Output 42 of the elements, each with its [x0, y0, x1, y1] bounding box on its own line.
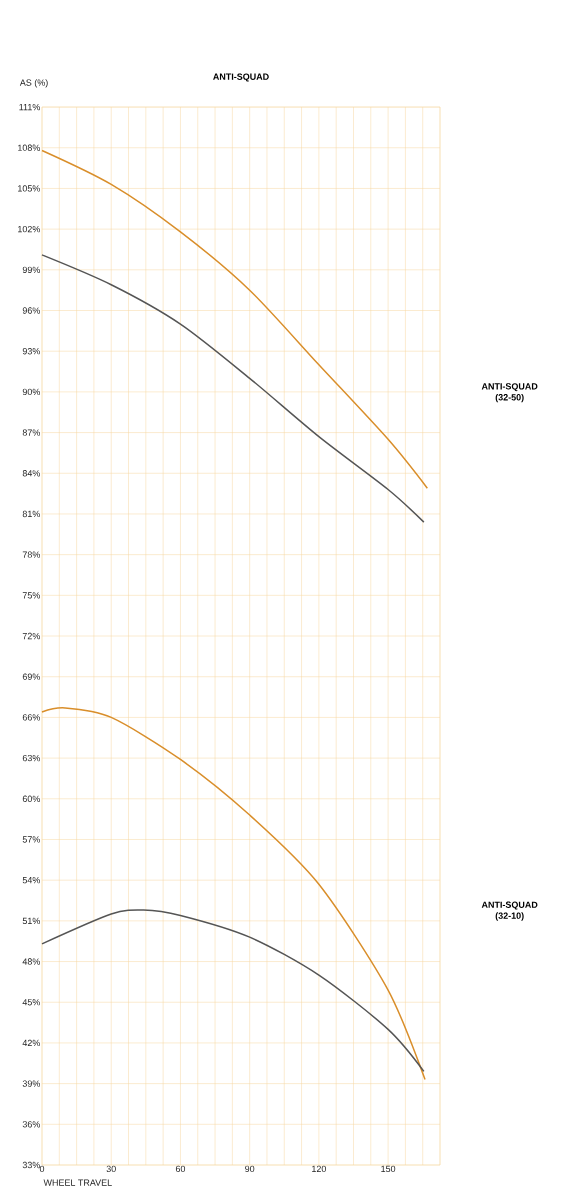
y-tick-label: 69% — [22, 673, 40, 680]
y-tick-label: 87% — [22, 429, 40, 436]
line-series — [41, 149, 429, 489]
y-tick-label: 63% — [22, 754, 40, 762]
y-tick-label: 33% — [22, 1161, 40, 1169]
line-series — [41, 909, 425, 1073]
y-tick-label: 111% — [19, 103, 40, 111]
y-tick-label: 75% — [22, 592, 40, 599]
y-tick-label: 45% — [22, 999, 40, 1006]
y-tick-label: 90% — [22, 388, 40, 396]
text: ANTI-SQUAD (32-50) — [481, 383, 538, 403]
chart-title: ANTI-SQUAD — [213, 73, 269, 82]
line-series — [41, 707, 426, 1081]
y-tick-label: 81% — [22, 510, 40, 518]
y-tick-label: 36% — [22, 1121, 40, 1128]
line-series — [41, 254, 425, 523]
y-tick-label: 78% — [22, 551, 40, 558]
y-tick-label: 42% — [22, 1039, 40, 1047]
y-tick-label: 57% — [22, 836, 40, 843]
y-tick-label: 96% — [22, 307, 40, 314]
y-tick-label: 84% — [22, 470, 40, 477]
y-tick-label: 60% — [22, 795, 40, 802]
y-tick-label: 93% — [22, 348, 40, 355]
y-tick-label: 54% — [22, 877, 40, 884]
y-tick-label: 105% — [18, 185, 40, 192]
x-tick-label: 120 — [312, 1165, 327, 1173]
x-axis-title: WHEEL TRAVEL — [43, 1179, 112, 1186]
y-tick-label: 108% — [18, 144, 40, 151]
y-tick-label: 72% — [22, 632, 40, 640]
y-tick-label: 48% — [22, 958, 40, 965]
x-tick-label: 60 — [175, 1165, 186, 1173]
y-tick-label: 39% — [22, 1080, 40, 1087]
y-tick-label: 51% — [22, 917, 40, 925]
y-tick-label: 102% — [18, 225, 40, 233]
y-tick-label: 99% — [22, 266, 40, 273]
x-tick-label: 90 — [245, 1165, 255, 1173]
y-tick-label: 66% — [22, 714, 40, 721]
y-axis-title: AS (%) — [19, 79, 48, 88]
x-tick-label: 0 — [39, 1165, 45, 1173]
x-tick-label: 150 — [381, 1165, 396, 1173]
text: ANTI-SQUAD (32-10) — [481, 901, 538, 921]
x-tick-label: 30 — [106, 1165, 116, 1173]
